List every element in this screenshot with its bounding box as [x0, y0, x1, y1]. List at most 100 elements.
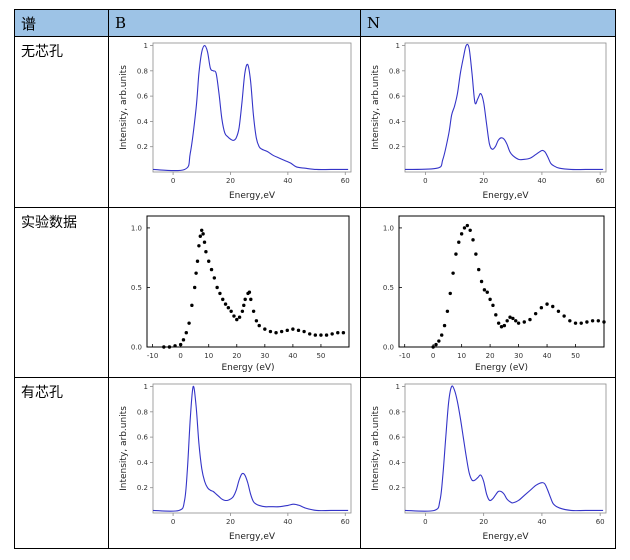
data-point — [232, 314, 236, 318]
x-tick-label: 20 — [232, 352, 241, 360]
y-tick-label: 0.8 — [137, 409, 148, 417]
data-point — [207, 259, 211, 263]
data-point — [494, 312, 498, 317]
header-row: 谱 B N — [14, 8, 616, 38]
x-tick-label: 0 — [171, 518, 175, 526]
y-tick-label: 0.0 — [131, 343, 142, 351]
data-point — [195, 259, 200, 263]
data-point — [451, 271, 455, 275]
header-spectrum: 谱 — [14, 8, 109, 38]
data-point — [457, 240, 461, 244]
data-point — [215, 285, 219, 289]
row-experiment: 实验数据 -10 0 10 20 30 40 50 0.0 0.5 1.0 Energy (eV) … — [14, 206, 616, 379]
data-point — [562, 314, 566, 318]
y-tick-label: 0.6 — [389, 434, 401, 442]
y-tick-label: 1 — [396, 42, 400, 50]
data-point — [237, 315, 242, 319]
data-point — [251, 309, 256, 313]
y-tick-label: 1 — [396, 383, 400, 391]
x-axis-label: Energy (eV) — [221, 363, 274, 373]
y-tick-label: 1 — [144, 42, 148, 50]
y-tick-label: 1.0 — [131, 224, 142, 232]
data-point — [431, 345, 435, 349]
y-tick-label: 0.4 — [137, 459, 149, 467]
data-point — [442, 323, 447, 327]
data-point — [596, 318, 601, 323]
x-tick-label: 0 — [423, 177, 427, 185]
data-point — [319, 333, 323, 337]
x-tick-label: 0 — [171, 177, 175, 185]
data-point — [268, 329, 273, 333]
y-tick-label: 0.6 — [137, 93, 149, 101]
y-tick-label: 0.2 — [389, 485, 400, 493]
y-tick-label: 0.4 — [389, 459, 401, 467]
data-point — [178, 342, 183, 347]
data-point — [279, 329, 284, 333]
data-point — [474, 252, 478, 256]
data-point — [459, 231, 464, 236]
data-point — [302, 329, 306, 333]
data-point — [296, 328, 301, 332]
plot-frame — [146, 215, 350, 348]
data-point — [465, 223, 470, 227]
x-tick-label: 50 — [571, 352, 580, 360]
data-point — [445, 309, 450, 313]
data-point — [249, 297, 253, 301]
data-point — [243, 297, 247, 301]
x-tick-label: 20 — [226, 518, 235, 526]
y-tick-label: 0.2 — [137, 143, 148, 151]
x-tick-label: -10 — [399, 352, 410, 360]
header-b: B — [108, 8, 361, 38]
data-point — [229, 309, 233, 313]
data-point — [291, 327, 295, 331]
x-tick-label: 40 — [543, 352, 552, 360]
data-point — [173, 343, 177, 348]
row-label-no-hole: 无芯孔 — [14, 36, 109, 208]
x-tick-label: 40 — [537, 518, 546, 526]
data-point — [502, 323, 507, 327]
y-tick-label: 0.6 — [137, 434, 149, 442]
data-point — [471, 237, 475, 242]
data-point — [202, 240, 207, 244]
data-point — [341, 330, 346, 335]
data-point — [209, 267, 214, 272]
data-point — [242, 303, 246, 307]
data-point — [198, 234, 203, 238]
data-point — [434, 342, 438, 347]
data-point — [184, 330, 188, 335]
data-point — [212, 275, 217, 280]
data-point — [448, 291, 452, 295]
data-point — [590, 318, 595, 323]
data-point — [263, 327, 267, 331]
x-tick-label: 60 — [596, 177, 605, 185]
series-line — [404, 385, 604, 513]
y-tick-label: 1 — [144, 383, 148, 391]
series-line — [152, 45, 349, 172]
data-point — [187, 321, 191, 325]
cell-with-hole-b: 0 20 40 60 0.2 0.4 0.6 0.8 1 Energy,eV Intensity, … — [108, 377, 361, 549]
data-point — [454, 252, 458, 256]
row-label-with-hole: 有芯孔 — [14, 377, 109, 549]
data-point — [556, 309, 561, 313]
y-tick-label: 0.2 — [137, 485, 148, 493]
row-with-hole: 有芯孔 0 20 40 60 0.2 0.4 0.6 0.8 1 Energy,eV Intensi… — [14, 377, 616, 549]
data-point — [308, 331, 312, 336]
data-point — [162, 345, 166, 349]
data-point — [545, 302, 549, 306]
x-tick-label: 40 — [283, 177, 292, 185]
data-point — [488, 297, 492, 301]
x-tick-label: 0 — [423, 518, 427, 526]
series-line — [152, 386, 349, 513]
y-tick-label: 0.8 — [389, 409, 400, 417]
x-tick-label: 30 — [514, 352, 523, 360]
data-point — [482, 287, 487, 292]
y-tick-label: 0.2 — [389, 143, 400, 151]
data-point — [511, 316, 515, 320]
header-n: N — [360, 8, 616, 38]
data-point — [514, 318, 518, 323]
data-point — [462, 225, 467, 230]
data-point — [192, 285, 197, 289]
x-tick-label: 0 — [178, 352, 182, 360]
x-tick-label: -10 — [147, 352, 158, 360]
data-point — [573, 321, 578, 325]
